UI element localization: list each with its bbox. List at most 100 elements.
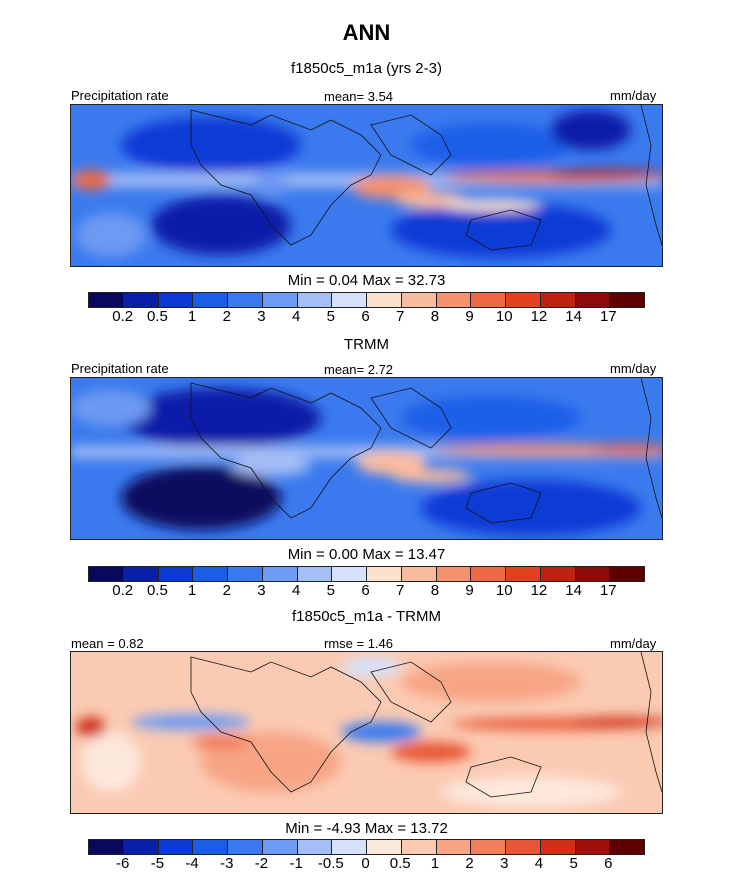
colorbar-swatch xyxy=(228,293,263,307)
colorbar-tick-label: 0.5 xyxy=(389,855,411,872)
panel1-left-label: Precipitation rate xyxy=(71,88,169,103)
panel2-subtitle: TRMM xyxy=(344,336,389,353)
colorbar-tick-label: -6 xyxy=(116,855,130,872)
colorbar-swatch xyxy=(297,567,333,581)
colorbar-swatch xyxy=(575,840,611,854)
panel1-colorbar-ticks: 0.2 0.5 1 2 3 4 5 6 7 8 9 10 12 14 17 xyxy=(88,308,645,326)
colorbar-tick-label: -5 xyxy=(150,855,165,872)
colorbar-tick-label: 5 xyxy=(569,855,578,872)
colorbar-swatch xyxy=(297,293,333,307)
colorbar-tick-label: 9 xyxy=(465,308,474,325)
panel2-colorbar xyxy=(88,566,645,582)
colorbar-swatch xyxy=(436,293,472,307)
colorbar-swatch xyxy=(436,840,472,854)
colorbar-swatch xyxy=(123,840,159,854)
panel3-minmax: Min = -4.93 Max = 13.72 xyxy=(285,820,448,837)
panel3-units-label: mm/day xyxy=(610,636,657,651)
colorbar-swatch xyxy=(228,567,263,581)
colorbar-swatch xyxy=(193,567,228,581)
panel2-left-label: Precipitation rate xyxy=(71,361,169,376)
colorbar-tick-label: 7 xyxy=(396,308,405,325)
colorbar-swatch xyxy=(610,840,644,854)
colorbar-swatch xyxy=(401,293,437,307)
colorbar-swatch xyxy=(332,840,367,854)
colorbar-swatch xyxy=(158,840,194,854)
colorbar-tick-label: 3 xyxy=(257,308,266,325)
colorbar-swatch xyxy=(123,293,159,307)
colorbar-tick-label: 1 xyxy=(430,855,440,872)
colorbar-tick-label: 3 xyxy=(257,582,266,599)
colorbar-swatch xyxy=(367,293,402,307)
panel3-field-svg xyxy=(71,652,662,813)
colorbar-swatch xyxy=(193,840,228,854)
panel1-minmax: Min = 0.04 Max = 32.73 xyxy=(287,272,446,289)
colorbar-tick-label: 2 xyxy=(465,855,474,872)
colorbar-tick-label: 4 xyxy=(291,308,301,325)
colorbar-tick-label: 5 xyxy=(326,308,335,325)
panel2-mean-label: mean= 2.72 xyxy=(324,362,394,377)
page-title: ANN xyxy=(342,20,391,45)
colorbar-swatch xyxy=(332,567,367,581)
colorbar-swatch xyxy=(262,567,298,581)
panel3-rmse-label: rmse = 1.46 xyxy=(324,636,394,651)
colorbar-tick-label: 1 xyxy=(187,308,197,325)
colorbar-swatch xyxy=(471,840,506,854)
panel1-map xyxy=(70,104,663,267)
colorbar-swatch xyxy=(262,293,298,307)
panel1-mean-label: mean= 3.54 xyxy=(324,89,394,104)
colorbar-tick-label: 9 xyxy=(465,582,474,599)
colorbar-swatch xyxy=(471,293,506,307)
colorbar-swatch xyxy=(506,840,541,854)
colorbar-swatch xyxy=(89,293,124,307)
colorbar-tick-label: 0.5 xyxy=(146,308,168,325)
panel3-colorbar-ticks: -6 -5 -4 -3 -2 -1 -0.5 0 0.5 1 2 3 4 5 6 xyxy=(88,855,645,873)
colorbar-swatch xyxy=(297,840,333,854)
colorbar-swatch xyxy=(158,567,194,581)
panel2-minmax: Min = 0.00 Max = 13.47 xyxy=(287,546,446,563)
colorbar-swatch xyxy=(610,567,644,581)
panel1-colorbar xyxy=(88,292,645,308)
panel3-colorbar xyxy=(88,839,645,855)
colorbar-swatch xyxy=(540,840,576,854)
colorbar-tick-label: 3 xyxy=(500,855,509,872)
colorbar-tick-label: 6 xyxy=(604,855,613,872)
colorbar-swatch xyxy=(506,567,541,581)
colorbar-tick-label: 10 xyxy=(495,582,513,599)
colorbar-tick-label: 14 xyxy=(565,582,582,599)
panel3-map xyxy=(70,651,663,814)
colorbar-swatch xyxy=(332,293,367,307)
colorbar-swatch xyxy=(436,567,472,581)
colorbar-swatch xyxy=(367,840,402,854)
colorbar-tick-label: 12 xyxy=(530,582,548,599)
panel3-mean-label: mean = 0.82 xyxy=(71,636,144,651)
colorbar-swatch xyxy=(228,840,263,854)
colorbar-tick-label: 0.5 xyxy=(146,582,168,599)
panel1-field-svg xyxy=(71,105,662,266)
colorbar-swatch xyxy=(610,293,644,307)
panel2-units-label: mm/day xyxy=(610,361,657,376)
colorbar-swatch xyxy=(506,293,541,307)
colorbar-tick-label: 0.2 xyxy=(112,308,134,325)
colorbar-tick-label: 2 xyxy=(222,582,231,599)
colorbar-swatch xyxy=(158,293,194,307)
colorbar-tick-label: 7 xyxy=(396,582,405,599)
colorbar-tick-label: -3 xyxy=(220,855,234,872)
colorbar-tick-label: -1 xyxy=(289,855,303,872)
colorbar-tick-label: 8 xyxy=(430,582,440,599)
colorbar-tick-label: 4 xyxy=(534,855,544,872)
colorbar-swatch xyxy=(262,840,298,854)
colorbar-tick-label: 12 xyxy=(530,308,548,325)
colorbar-tick-label: 17 xyxy=(599,582,617,599)
colorbar-swatch xyxy=(401,840,437,854)
colorbar-swatch xyxy=(123,567,159,581)
colorbar-tick-label: 1 xyxy=(187,582,197,599)
colorbar-swatch xyxy=(540,567,576,581)
colorbar-tick-label: 0.2 xyxy=(112,582,134,599)
panel1-subtitle: f1850c5_m1a (yrs 2-3) xyxy=(291,60,442,77)
panel1-units-label: mm/day xyxy=(610,88,657,103)
colorbar-tick-label: -4 xyxy=(185,855,199,872)
colorbar-swatch xyxy=(367,567,402,581)
colorbar-tick-label: 8 xyxy=(430,308,440,325)
colorbar-swatch xyxy=(540,293,576,307)
colorbar-swatch xyxy=(471,567,506,581)
